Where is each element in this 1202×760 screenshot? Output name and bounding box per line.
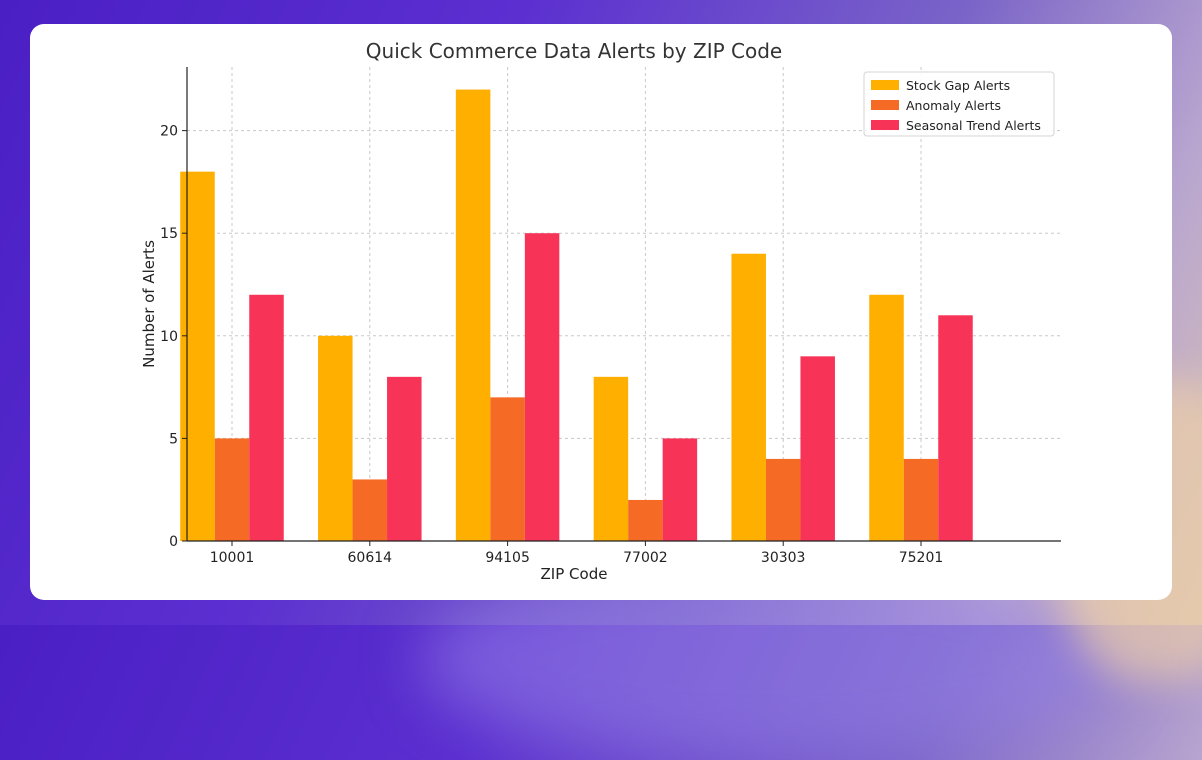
y-tick-label: 10 <box>160 329 178 345</box>
bar-seasonal-trend-alerts <box>249 294 284 541</box>
x-axis-title: ZIP Code <box>541 565 608 583</box>
tick-labels: 0 5 10 15 20 10001 60614 94105 77002 30303 75201 <box>160 124 943 566</box>
bars <box>180 89 973 542</box>
bar-anomaly-alerts <box>628 499 663 541</box>
bar-stock-gap-alerts <box>731 253 766 541</box>
legend: Stock Gap Alerts Anomaly Alerts Seasonal T… <box>863 71 1055 137</box>
legend-swatch <box>871 80 899 90</box>
x-tick-label: 30303 <box>761 550 806 566</box>
bar-anomaly-alerts <box>214 438 250 541</box>
bar-seasonal-trend-alerts <box>387 376 422 541</box>
bar-stock-gap-alerts <box>593 376 629 541</box>
bar-seasonal-trend-alerts <box>800 356 835 541</box>
chart-card: Quick Commerce Data Alerts by ZIP Code 0… <box>30 24 1172 600</box>
legend-swatch <box>871 100 899 110</box>
x-tick-label: 77002 <box>623 550 668 566</box>
legend-swatch <box>871 120 899 130</box>
bar-anomaly-alerts <box>903 458 939 541</box>
y-tick-label: 20 <box>160 124 178 140</box>
bar-seasonal-trend-alerts <box>524 233 560 541</box>
bar-anomaly-alerts <box>765 458 801 541</box>
bar-seasonal-trend-alerts <box>662 438 698 541</box>
bar-stock-gap-alerts <box>455 89 491 542</box>
bar-seasonal-trend-alerts <box>938 315 973 541</box>
x-tick-label: 94105 <box>485 550 530 566</box>
chart-title: Quick Commerce Data Alerts by ZIP Code <box>366 39 782 63</box>
axes <box>186 67 1061 542</box>
x-tick-label: 75201 <box>899 550 944 566</box>
y-tick-label: 5 <box>169 431 178 447</box>
x-tick-label: 60614 <box>348 550 393 566</box>
y-axis-title: Number of Alerts <box>140 240 158 368</box>
legend-label: Seasonal Trend Alerts <box>906 118 1041 133</box>
legend-label: Stock Gap Alerts <box>906 78 1010 93</box>
x-tick-label: 10001 <box>210 550 255 566</box>
y-tick-label: 0 <box>169 534 178 550</box>
bar-stock-gap-alerts <box>180 171 215 541</box>
bar-anomaly-alerts <box>352 479 388 541</box>
bar-stock-gap-alerts <box>318 335 353 541</box>
bar-chart: Quick Commerce Data Alerts by ZIP Code 0… <box>140 39 1061 583</box>
legend-label: Anomaly Alerts <box>906 98 1001 113</box>
bar-stock-gap-alerts <box>869 294 904 541</box>
legend-box <box>863 71 1055 137</box>
bar-anomaly-alerts <box>490 397 525 541</box>
y-tick-label: 15 <box>160 226 178 242</box>
